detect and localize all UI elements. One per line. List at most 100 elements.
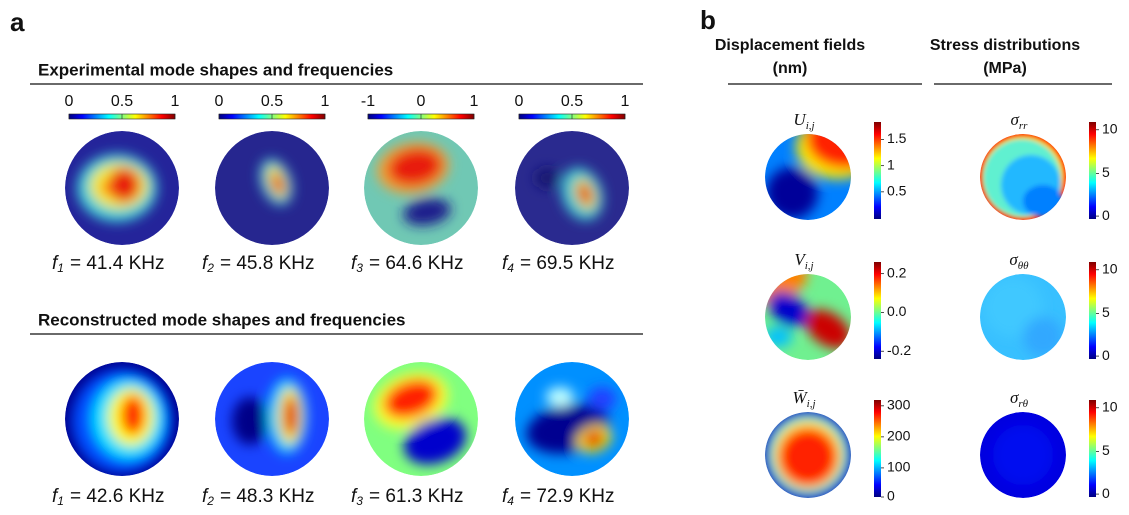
colorbar-tick-label: 200: [887, 428, 911, 444]
colorbar-tick-label: 1: [621, 93, 630, 110]
field-label: Vi,j: [794, 250, 813, 272]
heatmap: [215, 362, 329, 476]
colorbar-tick-label: 0: [1102, 485, 1110, 501]
colorbar-tick-label: 1: [171, 93, 180, 110]
heatmap-field: [766, 413, 850, 497]
frequency-text: = 41.4 KHz: [70, 253, 165, 274]
column-title: Stress distributions: [930, 37, 1080, 54]
figure: a b Experimental mode shapes and frequen…: [0, 0, 1129, 515]
heatmap-field: [981, 135, 1065, 219]
colorbar-tick-label: 10: [1102, 260, 1118, 276]
field-subscript: θθ: [1018, 260, 1029, 272]
colorbar-tick-label: 0: [887, 488, 895, 504]
field-blob: [1023, 317, 1063, 357]
colorbar-tick-label: 1: [470, 93, 479, 110]
frequency-text: = 69.5 KHz: [520, 253, 615, 274]
frequency-index: 3: [356, 494, 363, 508]
heatmap: [364, 362, 478, 476]
colorbar: [1089, 122, 1096, 219]
heatmap: [65, 131, 179, 245]
colorbar-tick-label: 0.2: [887, 264, 907, 280]
heatmap: [980, 134, 1066, 220]
heatmap: [980, 274, 1066, 360]
colorbar-tick-label: 10: [1102, 398, 1118, 414]
frequency-index: 4: [507, 494, 514, 508]
heatmap: [364, 131, 478, 245]
frequency-index: 1: [57, 261, 64, 275]
colorbar-tick-label: 100: [887, 459, 911, 475]
field-subscript: i,j: [807, 398, 816, 410]
field-label: σrθ: [1010, 388, 1029, 410]
frequency-text: = 61.3 KHz: [369, 486, 464, 507]
colorbar: [1089, 262, 1096, 359]
heatmap: [515, 362, 629, 476]
field-subscript: rr: [1019, 120, 1028, 132]
frequency-index: 2: [206, 494, 214, 508]
frequency-text: = 42.6 KHz: [70, 486, 165, 507]
colorbar-tick-label: 0: [215, 93, 224, 110]
heatmap: [65, 362, 179, 476]
heatmap-field: [77, 154, 157, 222]
field-blob: [102, 182, 114, 194]
colorbar-tick-label: 0: [65, 93, 74, 110]
heatmap: [215, 131, 329, 245]
panel-label: a: [10, 7, 25, 37]
field-blob: [1023, 185, 1063, 217]
frequency-label: f4= 69.5 KHz: [502, 253, 615, 275]
heatmap-field: [993, 425, 1053, 485]
frequency-index: 2: [206, 261, 214, 275]
colorbar-tick-label: 1.5: [887, 130, 907, 146]
colorbar-tick-label: 0: [515, 93, 524, 110]
field-label: Ui,j: [793, 110, 814, 132]
frequency-label: f1= 41.4 KHz: [52, 253, 165, 275]
colorbar-tick-label: 5: [1102, 442, 1110, 458]
field-blob: [766, 167, 818, 219]
field-blob: [121, 395, 145, 435]
field-blob: [588, 387, 616, 411]
colorbar: [874, 400, 881, 497]
frequency-label: f1= 42.6 KHz: [52, 486, 165, 508]
colorbar: [1089, 400, 1096, 497]
heatmap: [765, 109, 886, 220]
colorbar-tick-label: 0.0: [887, 303, 907, 319]
heatmap: [980, 412, 1066, 498]
column-unit: (nm): [773, 60, 808, 77]
frequency-label: f2= 48.3 KHz: [202, 486, 315, 508]
field-blob: [764, 327, 792, 347]
column-unit: (MPa): [983, 60, 1027, 77]
colorbar-tick-label: 0: [1102, 347, 1110, 363]
frequency-label: f4= 72.9 KHz: [502, 486, 615, 508]
heatmap-field: [72, 369, 172, 473]
field-subscript: i,j: [806, 120, 815, 132]
heatmap: [765, 412, 851, 498]
field-blob: [284, 396, 298, 436]
colorbar-tick-label: 5: [1102, 164, 1110, 180]
field-blob: [535, 168, 559, 188]
colorbar-tick-label: 5: [1102, 304, 1110, 320]
panel-label: b: [700, 5, 716, 35]
frequency-index: 1: [57, 494, 64, 508]
frequency-index: 4: [507, 261, 514, 275]
section-title: Experimental mode shapes and frequencies: [38, 60, 393, 79]
colorbar-tick-label: 1: [321, 93, 330, 110]
field-blob: [993, 425, 1053, 485]
field-subscript: rθ: [1018, 398, 1028, 410]
field-blob: [778, 427, 838, 487]
colorbar-tick-label: 0.5: [887, 183, 907, 199]
frequency-text: = 72.9 KHz: [520, 486, 615, 507]
frequency-text: = 45.8 KHz: [220, 253, 315, 274]
colorbar-tick-label: 0: [1102, 207, 1110, 223]
colorbar-tick-label: 0.5: [111, 93, 133, 110]
frequency-text: = 64.6 KHz: [369, 253, 464, 274]
colorbar-tick-label: 10: [1102, 120, 1118, 136]
heatmap: [515, 131, 629, 245]
colorbar-tick-label: 0.5: [261, 93, 283, 110]
field-blob: [546, 387, 574, 407]
field-subscript: i,j: [805, 260, 814, 272]
colorbar-tick-label: 300: [887, 397, 911, 413]
colorbar: [874, 122, 881, 219]
field-label: σrr: [1011, 110, 1029, 132]
frequency-text: = 48.3 KHz: [220, 486, 315, 507]
frequency-label: f2= 45.8 KHz: [202, 253, 315, 275]
colorbar-tick-label: 0.5: [561, 93, 583, 110]
